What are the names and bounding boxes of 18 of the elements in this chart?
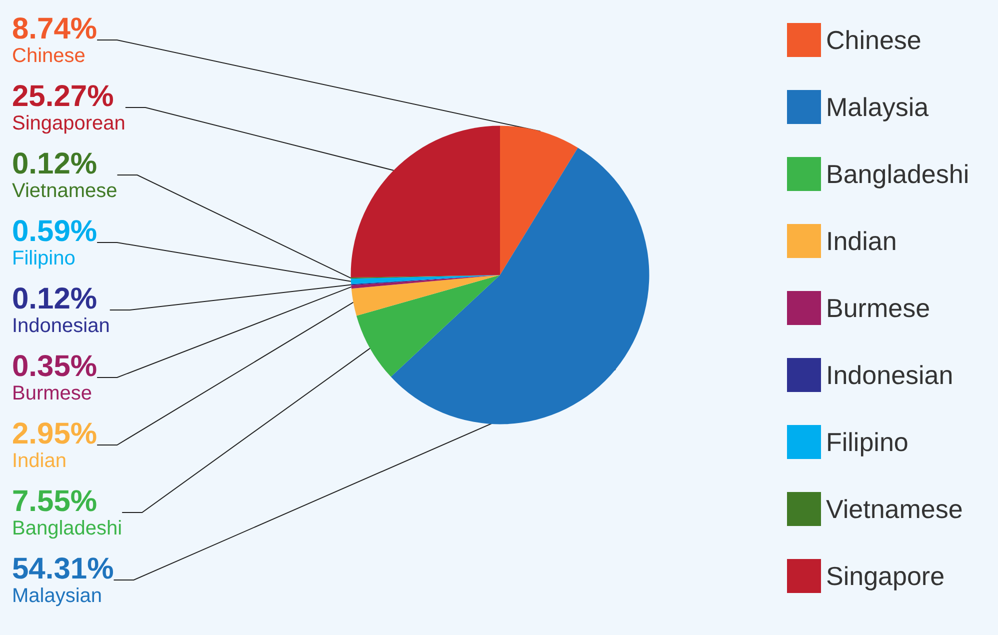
- legend-label: Singapore: [826, 561, 945, 591]
- legend-label: Filipino: [826, 427, 908, 457]
- legend-label: Indian: [826, 226, 897, 256]
- legend-label: Burmese: [826, 293, 930, 323]
- data-label: 8.74% Chinese: [12, 12, 98, 67]
- data-label: 2.95% Indian: [12, 418, 98, 472]
- legend-label: Malaysia: [826, 92, 930, 122]
- legend-label: Vietnamese: [826, 494, 963, 524]
- legend-label: Chinese: [826, 25, 922, 55]
- data-label: 25.27% Singaporean: [12, 80, 126, 134]
- data-label: 54.31% Malaysian: [12, 552, 114, 607]
- data-label: 0.59% Filipino: [12, 215, 98, 270]
- legend-label: Indonesian: [826, 360, 954, 390]
- legend-label: Bangladeshi: [826, 159, 970, 189]
- data-label: 0.35% Burmese: [12, 350, 98, 404]
- data-label: 0.12% Indonesian: [12, 282, 110, 337]
- data-label: 7.55% Bangladeshi: [12, 485, 122, 540]
- data-label: 0.12% Vietnamese: [12, 148, 118, 202]
